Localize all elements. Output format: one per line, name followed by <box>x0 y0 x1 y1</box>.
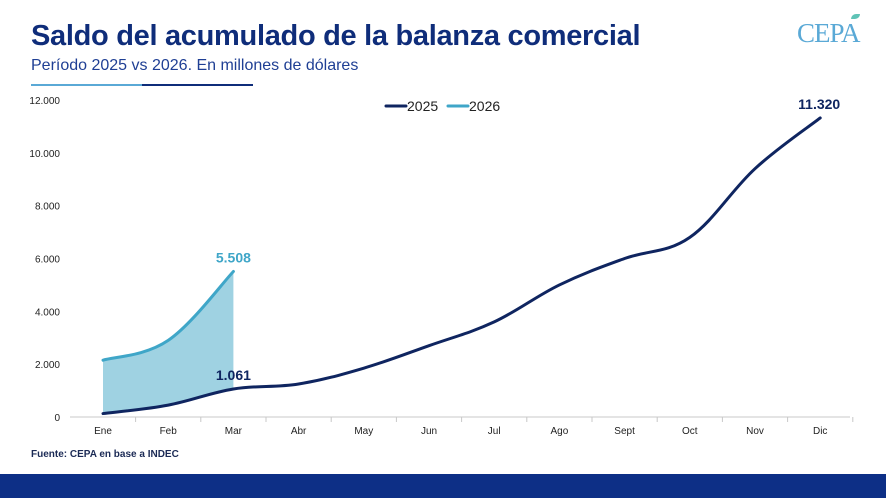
source-note: Fuente: CEPA en base a INDEC <box>31 449 179 460</box>
axis-layer: 0 2.000 4.000 6.000 8.000 10.000 12.000 Ene Feb M… <box>29 96 854 437</box>
y-tick-label: 12.000 <box>29 96 60 107</box>
x-tick-label: Jun <box>421 426 437 437</box>
cepa-logo: CEPA <box>797 14 863 50</box>
series-line-2025 <box>101 116 822 416</box>
x-tick-label: May <box>354 426 373 437</box>
x-tick-label: Sept <box>614 426 635 437</box>
gap-area-fill <box>103 271 234 414</box>
area-fill-layer <box>103 271 234 414</box>
x-tick-label: Ago <box>551 426 569 437</box>
x-tick-label: Jul <box>488 426 501 437</box>
y-tick-label: 10.000 <box>29 149 60 160</box>
footer-bar <box>0 474 886 498</box>
x-tick-label: Ene <box>94 426 112 437</box>
x-tick-label: Mar <box>225 426 243 437</box>
legend: 2025 2026 <box>384 98 500 114</box>
logo-text: CEPA <box>797 18 861 48</box>
data-label-2025-dic: 11.320 <box>798 96 840 112</box>
legend-label-2025: 2025 <box>407 98 438 114</box>
y-tick-label: 8.000 <box>35 202 60 213</box>
x-tick-label: Feb <box>160 426 178 437</box>
x-tick-label: Abr <box>291 426 307 437</box>
legend-label-2026: 2026 <box>469 98 500 114</box>
chart-subtitle: Período 2025 vs 2026. En millones de dól… <box>31 57 359 74</box>
chart-title: Saldo del acumulado de la balanza comerc… <box>31 20 641 52</box>
title-underline <box>31 84 253 86</box>
x-tick-label: Nov <box>746 426 764 437</box>
y-tick-label: 2.000 <box>35 360 60 371</box>
data-label-2025-mar: 1.061 <box>216 367 251 383</box>
y-tick-label: 4.000 <box>35 307 60 318</box>
x-tick-label: Oct <box>682 426 698 437</box>
y-tick-label: 0 <box>54 413 60 424</box>
data-label-2026-mar: 5.508 <box>216 249 251 265</box>
x-tick-label: Dic <box>813 426 827 437</box>
y-tick-label: 6.000 <box>35 255 60 266</box>
leaf-icon <box>851 14 860 19</box>
series-layer <box>101 116 822 416</box>
line-chart: 0 2.000 4.000 6.000 8.000 10.000 12.000 Ene Feb M… <box>29 96 854 437</box>
label-layer: 1.061 5.508 11.320 <box>216 96 841 383</box>
series-line-2026 <box>101 270 235 362</box>
